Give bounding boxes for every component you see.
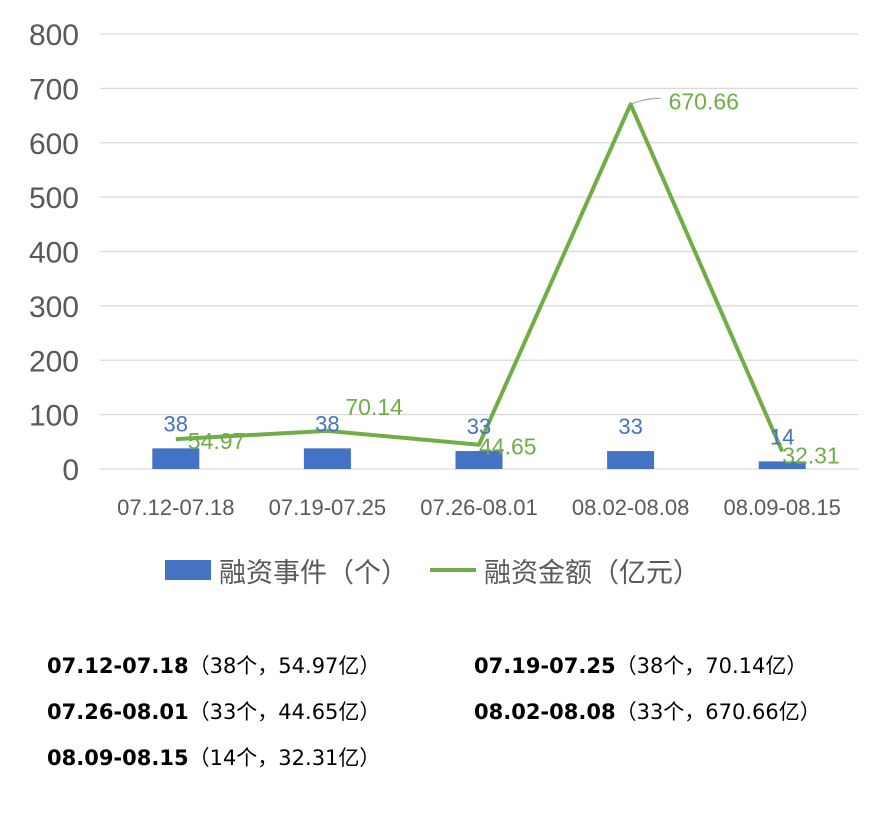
y-tick-label: 500 — [29, 182, 79, 215]
bar — [607, 451, 655, 469]
x-tick-label: 07.26-08.01 — [420, 495, 537, 520]
legend-item-bar: 融资事件（个） — [165, 551, 408, 590]
y-tick-label: 300 — [29, 291, 79, 324]
note-item: 07.19-07.25（38个，70.14亿） — [474, 650, 807, 680]
data-labels: 38 38 33 33 14 54.97 70.14 44.65 670.66 32.31 — [164, 88, 840, 468]
note-detail: （33个，670.66亿） — [615, 700, 821, 724]
bar — [152, 448, 200, 469]
bar-value-label: 33 — [618, 414, 642, 439]
note-item: 08.09-08.15（14个，32.31亿） — [47, 742, 380, 772]
note-item: 07.12-07.18（38个，54.97亿） — [47, 650, 380, 680]
note-item: 08.02-08.08（33个，670.66亿） — [474, 696, 821, 726]
y-tick-label: 700 — [29, 73, 79, 106]
bar-value-label: 38 — [164, 411, 188, 436]
bar-value-label: 33 — [467, 414, 491, 439]
y-axis-ticks: 0 100 200 300 400 500 600 700 800 — [29, 19, 79, 487]
bar-value-label: 14 — [770, 424, 794, 449]
line-path — [175, 102, 785, 453]
bar — [758, 461, 806, 469]
legend-line-swatch — [430, 568, 476, 572]
note-detail: （38个，54.97亿） — [188, 654, 381, 678]
leader-line — [630, 97, 661, 105]
x-tick-label: 07.19-07.25 — [269, 495, 386, 520]
bar-value-label: 38 — [315, 411, 339, 436]
note-detail: （14个，32.31亿） — [188, 746, 381, 770]
note-detail: （33个，44.65亿） — [188, 700, 381, 724]
y-tick-label: 200 — [29, 345, 79, 378]
line-series — [175, 97, 785, 453]
note-detail: （38个，70.14亿） — [615, 654, 808, 678]
note-period: 07.26-08.01 — [47, 700, 189, 724]
line-value-label: 32.31 — [782, 442, 840, 468]
bar-series — [152, 448, 806, 469]
x-tick-label: 08.02-08.08 — [572, 495, 689, 520]
note-period: 07.12-07.18 — [47, 654, 189, 678]
bar — [455, 451, 503, 469]
line-value-label: 670.66 — [669, 88, 739, 114]
note-period: 08.09-08.15 — [47, 746, 189, 770]
line-value-label: 54.97 — [188, 428, 246, 454]
legend: 融资事件（个） 融资金额（亿元） — [165, 551, 722, 590]
y-tick-label: 400 — [29, 237, 79, 270]
line-value-label: 44.65 — [479, 434, 537, 460]
note-period: 07.19-07.25 — [474, 654, 616, 678]
gridlines — [100, 33, 858, 470]
x-axis-ticks: 07.12-07.18 07.19-07.25 07.26-08.01 08.02-0… — [117, 495, 841, 520]
bar — [303, 448, 351, 469]
x-tick-label: 07.12-07.18 — [117, 495, 234, 520]
x-tick-label: 08.09-08.15 — [723, 495, 840, 520]
y-tick-label: 0 — [62, 454, 79, 487]
legend-line-label: 融资金额（亿元） — [484, 557, 700, 589]
note-item: 07.26-08.01（33个，44.65亿） — [47, 696, 380, 726]
note-period: 08.02-08.08 — [474, 700, 616, 724]
legend-bar-swatch — [165, 560, 211, 580]
y-tick-label: 100 — [29, 400, 79, 433]
y-tick-label: 600 — [29, 128, 79, 161]
legend-item-line: 融资金额（亿元） — [430, 551, 700, 590]
y-tick-label: 800 — [29, 19, 79, 52]
line-value-label: 70.14 — [345, 394, 403, 420]
legend-bar-label: 融资事件（个） — [219, 557, 408, 589]
